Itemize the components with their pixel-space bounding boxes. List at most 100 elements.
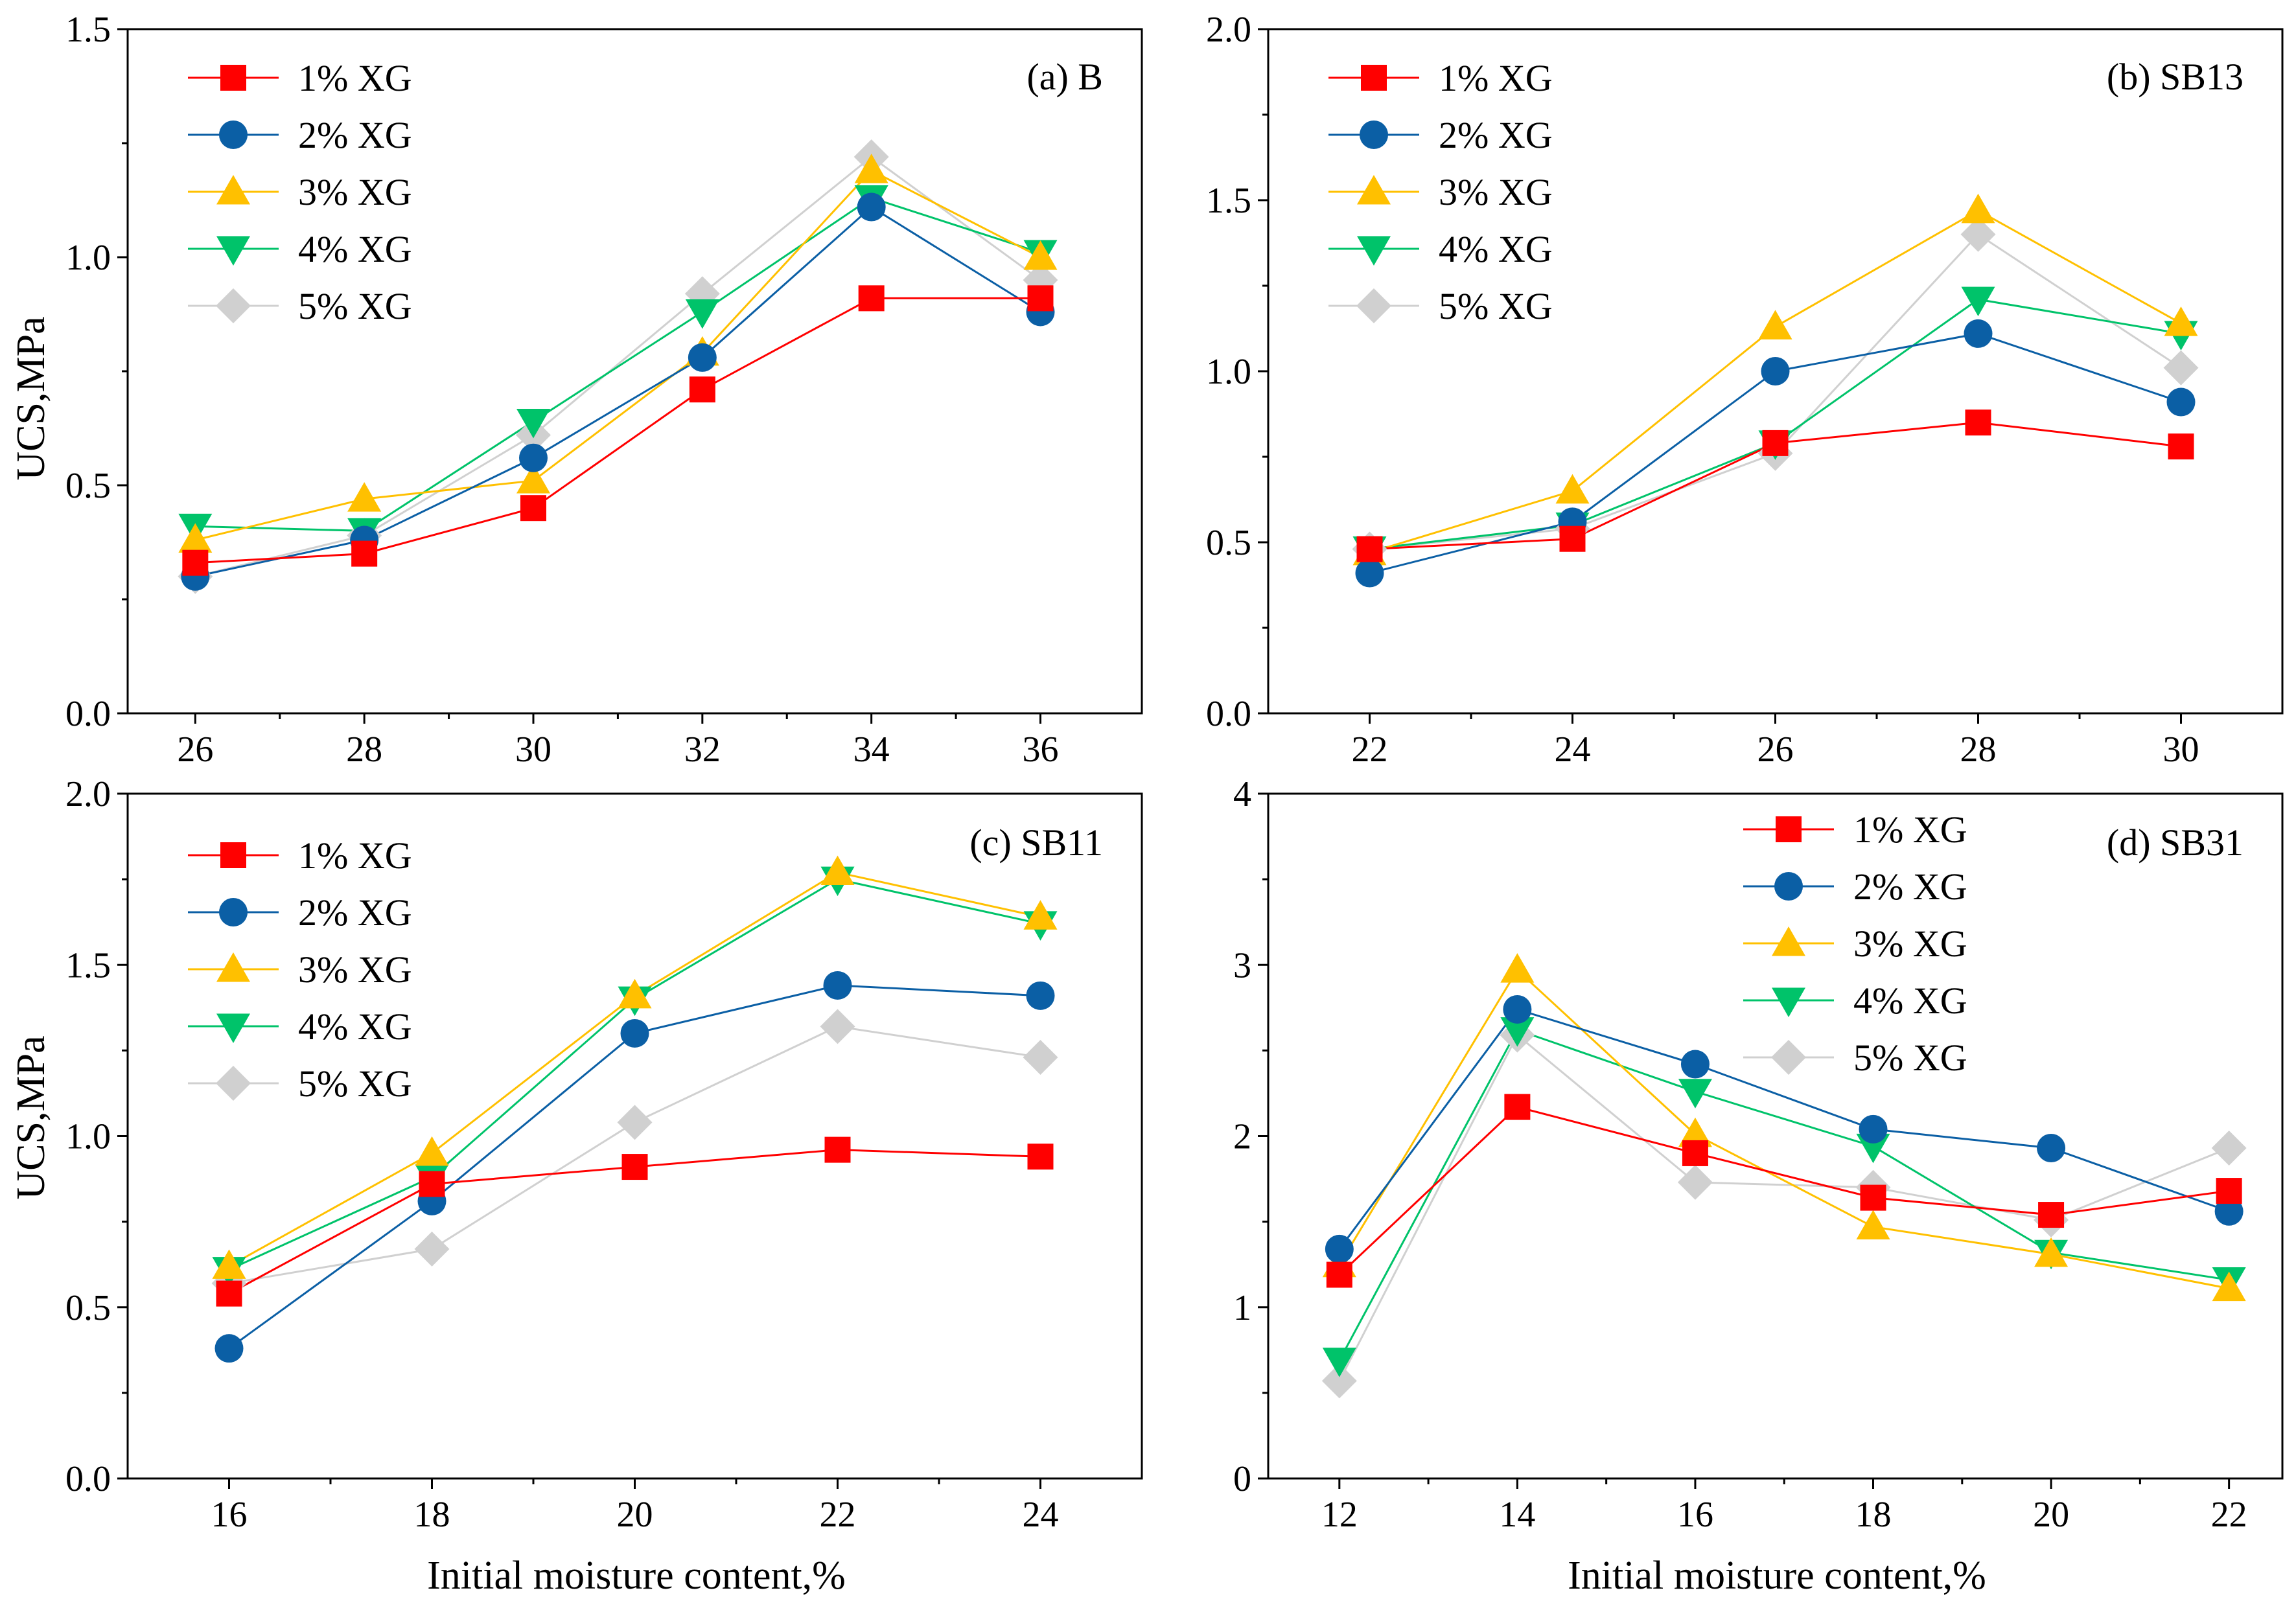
panel-a-x-tick-label: 36 [1023, 730, 1059, 770]
panel-b-y-tick-label: 0.0 [1206, 694, 1251, 734]
panel-b-data-point [2163, 350, 2199, 385]
panel-b-legend-label: 1% XG [1439, 57, 1553, 99]
y-axis-label-bottom: UCS,MPa [9, 1035, 53, 1199]
panel-a-data-point [519, 443, 548, 472]
panel-a-data-point [182, 549, 209, 576]
panel-b-data-point [1961, 193, 1995, 224]
panel-b-data-point [1555, 474, 1590, 504]
panel-b-legend-marker [1357, 175, 1391, 205]
panel-a-legend-marker [216, 175, 250, 205]
panel-c-legend-marker [216, 1066, 251, 1101]
panel-b-y-tick-label: 1.5 [1206, 181, 1251, 221]
panel-d-data-point [1678, 1079, 1712, 1109]
panel-a-data-point [685, 299, 719, 329]
x-axis-label-left: Initial moisture content,% [427, 1554, 846, 1598]
panel-a-series-line [194, 169, 1041, 541]
x-axis-label-right: Initial moisture content,% [1568, 1554, 1986, 1598]
panel-d-legend-label: 3% XG [1853, 923, 1967, 965]
panel-d-legend-label: 1% XG [1853, 809, 1967, 851]
panel-c-data-point [414, 1231, 450, 1267]
panel-a-legend-label: 2% XG [298, 114, 412, 156]
panel-d-x-tick-label: 18 [1855, 1495, 1892, 1535]
panel-c-legend-label: 2% XG [298, 891, 412, 934]
panel-b-x-tick-label: 24 [1555, 730, 1591, 770]
panel-d-data-point [1677, 1164, 1713, 1200]
panel-b-data-point [1960, 216, 1996, 252]
panel-d-x-tick-label: 14 [1499, 1495, 1535, 1535]
panel-a-series-line [195, 205, 1041, 578]
panel-c-legend-label: 5% XG [298, 1063, 412, 1105]
panel-a-data-point [854, 154, 888, 183]
panel-b-data-point [1964, 319, 1993, 348]
panel-b-data-point [1356, 536, 1383, 562]
panel-a-title: (a) B [1026, 56, 1103, 98]
panel-b-data-point [1961, 286, 1995, 317]
panel-d-x-tick-label: 16 [1677, 1495, 1713, 1535]
panel-b-series-line [1369, 233, 2182, 551]
panel-a-y-tick-label: 0.0 [65, 694, 111, 734]
panel-c-y-tick-label: 0.5 [65, 1288, 111, 1328]
panel-d-data-point [1680, 1050, 1710, 1079]
panel-d-legend-label: 5% XG [1853, 1037, 1967, 1079]
panel-d-y-tick-label: 1 [1233, 1288, 1251, 1328]
panel-a-legend-marker [216, 236, 250, 266]
panel-c-data-point [618, 978, 652, 1009]
panel-d-legend-marker [1771, 1040, 1806, 1075]
panel-c-data-point [1027, 1144, 1054, 1170]
panel-a-legend-label: 3% XG [298, 171, 412, 213]
panel-c-data-point [216, 1280, 242, 1307]
panel-c-legend-label: 4% XG [298, 1006, 412, 1048]
panel-a-x-tick-label: 28 [346, 730, 382, 770]
panel-c-data-point [820, 855, 855, 886]
panel-d-data-point [1859, 1114, 1888, 1144]
panel-b-data-point [1762, 430, 1789, 456]
panel-b-data-point [1559, 525, 1586, 552]
panel-d-y-tick-label: 4 [1233, 774, 1251, 814]
panel-b-y-tick-label: 1.0 [1206, 352, 1251, 392]
panel-c-y-tick-label: 0.0 [65, 1459, 111, 1499]
panel-a-y-tick-label: 0.5 [65, 466, 111, 506]
panel-a-legend-label: 4% XG [298, 228, 412, 270]
panel-d-data-point [1500, 1017, 1535, 1047]
panel-c-data-point [419, 1171, 445, 1197]
panel-b-data-point [1761, 357, 1790, 385]
panel-a-data-point [858, 285, 885, 312]
panel-c-data-point [617, 1105, 653, 1140]
panel-d-data-point [1504, 1094, 1531, 1120]
panel-a-legend-marker [220, 65, 246, 91]
panel-b-data-point [2164, 306, 2198, 336]
panel-d-data-point [2037, 1133, 2066, 1162]
panel-c-data-point [621, 1154, 648, 1180]
panel-c-data-point [212, 1249, 246, 1279]
panel-b-legend-label: 2% XG [1439, 114, 1553, 156]
panel-d-y-tick-label: 3 [1233, 945, 1251, 985]
panel-b-y-tick-label: 2.0 [1206, 10, 1251, 50]
panel-d-data-point [1682, 1140, 1708, 1166]
panel-d-y-tick-label: 2 [1233, 1117, 1251, 1157]
panel-d-data-point [2214, 1197, 2244, 1226]
panel-a-data-point [688, 343, 717, 372]
panel-a-data-point [351, 540, 378, 567]
panel-c-data-point [820, 1009, 855, 1044]
panel-d-legend-marker [1772, 926, 1805, 956]
panel-c-data-point [415, 1136, 449, 1166]
panel-d-legend-label: 4% XG [1853, 980, 1967, 1022]
panel-d-legend-marker [1776, 816, 1802, 842]
panel-d-series-line [1338, 1105, 2229, 1276]
panel-c-x-tick-label: 22 [820, 1495, 856, 1535]
panel-d-data-point [1322, 1348, 1356, 1377]
panel-b-data-point [1965, 409, 1991, 436]
panel-a-series-line [195, 297, 1041, 564]
panel-d-series-line [1338, 1028, 2229, 1361]
panel-a-legend-marker [216, 288, 251, 323]
panel-a-series-line [194, 155, 1041, 578]
panel-c-x-tick-label: 18 [414, 1495, 450, 1535]
panel-c-legend-label: 3% XG [298, 949, 412, 991]
panel-d-x-tick-label: 12 [1321, 1495, 1358, 1535]
panel-d-series-line [1338, 1008, 2230, 1250]
panel-c-x-tick-label: 16 [211, 1495, 248, 1535]
panel-b-data-point [2168, 433, 2194, 460]
panel-d-legend-marker [1772, 987, 1805, 1017]
panel-c-legend-marker [216, 952, 250, 982]
